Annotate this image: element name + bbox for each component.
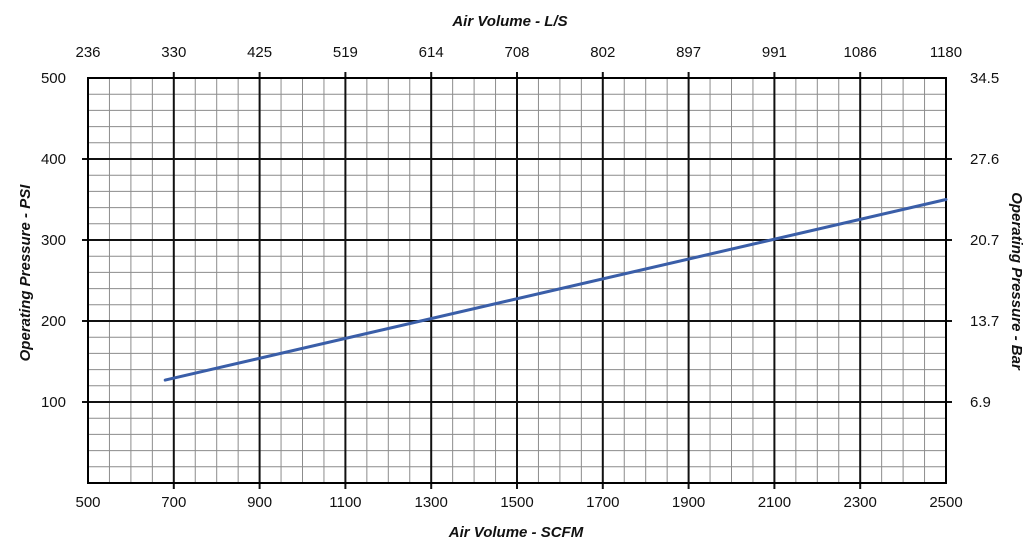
y-tick-label: 500 [41, 70, 66, 87]
x-tick-label: 1900 [672, 494, 705, 511]
left-tick-labels: 100 200 300 400 500 [41, 70, 66, 411]
series-line [163, 198, 948, 382]
x2-tick-label: 1180 [930, 44, 962, 61]
major-grid [82, 72, 952, 489]
y2-tick-label: 20.7 [970, 232, 999, 249]
x-tick-label: 2100 [758, 494, 791, 511]
x2-tick-label: 425 [247, 44, 272, 61]
x-tick-label: 2500 [929, 494, 962, 511]
x-tick-label: 2300 [844, 494, 877, 511]
series-group [163, 198, 948, 382]
y-tick-label: 200 [41, 313, 66, 330]
x2-tick-label: 330 [161, 44, 186, 61]
right-tick-labels: 6.9 13.7 20.7 27.6 34.5 [970, 70, 999, 411]
y-tick-label: 400 [41, 151, 66, 168]
x-tick-label: 1300 [415, 494, 448, 511]
bottom-tick-labels: 500 700 900 1100 1300 1500 1700 1900 2100 2300 250… [75, 494, 962, 511]
x-tick-label: 1500 [500, 494, 533, 511]
top-tick-labels: 236 330 425 519 614 708 802 897 991 1086 1180 [75, 44, 962, 61]
y2-tick-label: 6.9 [970, 394, 991, 411]
x-axis-title-top: Air Volume - L/S [451, 13, 567, 30]
y2-tick-label: 34.5 [970, 70, 999, 87]
x2-tick-label: 614 [419, 44, 444, 61]
y-tick-label: 100 [41, 394, 66, 411]
x-tick-label: 1100 [329, 494, 361, 511]
x-tick-label: 700 [161, 494, 186, 511]
y-tick-label: 300 [41, 232, 66, 249]
y-axis-title-right: Operating Pressure - Bar [1008, 192, 1025, 371]
x2-tick-label: 236 [75, 44, 100, 61]
x2-tick-label: 519 [333, 44, 358, 61]
plot-frame [87, 77, 947, 484]
y-axis-title-left: Operating Pressure - PSI [17, 184, 34, 362]
x-tick-label: 1700 [586, 494, 619, 511]
x-axis-title-bottom: Air Volume - SCFM [448, 524, 584, 541]
x2-tick-label: 708 [504, 44, 529, 61]
y2-tick-label: 27.6 [970, 151, 999, 168]
x2-tick-label: 897 [676, 44, 701, 61]
x2-tick-label: 802 [590, 44, 615, 61]
x-tick-label: 900 [247, 494, 272, 511]
x2-tick-label: 1086 [844, 44, 877, 61]
x2-tick-label: 991 [762, 44, 787, 61]
y2-tick-label: 13.7 [970, 313, 999, 330]
x-tick-label: 500 [75, 494, 100, 511]
